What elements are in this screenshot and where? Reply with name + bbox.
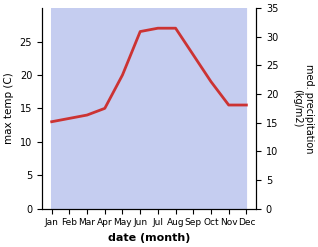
Y-axis label: max temp (C): max temp (C): [4, 72, 14, 144]
X-axis label: date (month): date (month): [108, 233, 190, 243]
Y-axis label: med. precipitation
(kg/m2): med. precipitation (kg/m2): [292, 64, 314, 153]
